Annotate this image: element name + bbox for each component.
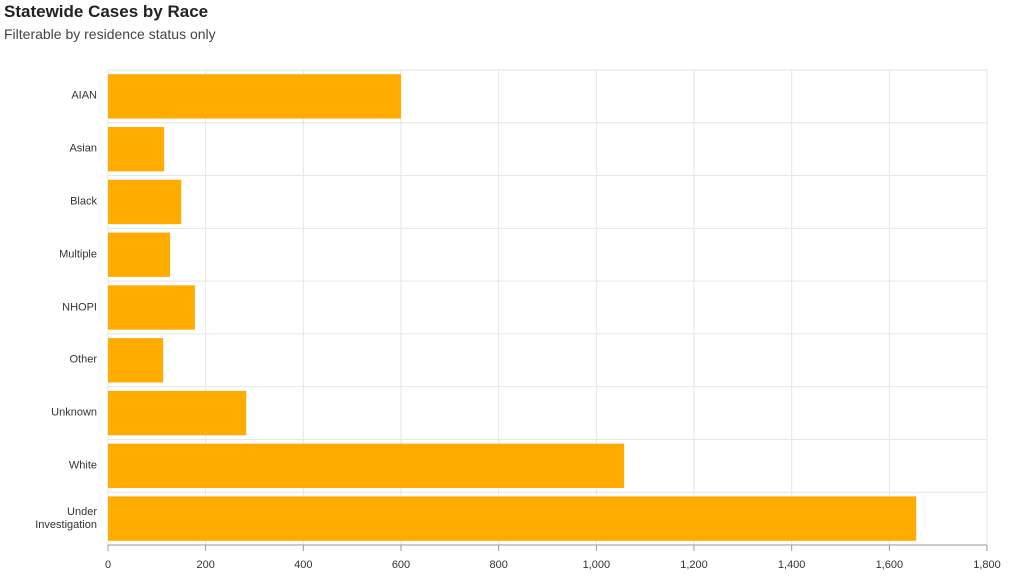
- y-tick-label: Unknown: [51, 406, 97, 419]
- y-tick-label: Asian: [69, 142, 97, 155]
- x-tick-label: 200: [196, 559, 214, 571]
- x-tick-label: 600: [392, 559, 410, 571]
- bar: [108, 496, 917, 541]
- bar: [108, 232, 171, 277]
- x-tick-label: 1,200: [680, 559, 708, 571]
- x-tick-label: 0: [105, 559, 111, 571]
- bar: [108, 390, 247, 436]
- x-tick-label: 400: [294, 559, 312, 571]
- bar: [108, 338, 164, 383]
- bar: [108, 179, 182, 225]
- y-tick-label: Multiple: [59, 248, 97, 261]
- y-tick-label: Other: [69, 353, 97, 366]
- chart-subtitle: Filterable by residence status only: [4, 26, 216, 42]
- x-tick-label: 1,600: [876, 559, 904, 571]
- bar: [108, 285, 195, 330]
- x-tick-label: 1,400: [778, 559, 806, 571]
- bar: [108, 127, 165, 172]
- bar: [108, 74, 401, 119]
- y-tick-label: NHOPI: [62, 301, 97, 313]
- x-tick-label: 1,800: [973, 559, 1001, 571]
- y-tick-label: Black: [70, 195, 97, 208]
- x-tick-label: 1,000: [583, 559, 611, 571]
- chart-title: Statewide Cases by Race: [4, 2, 209, 21]
- y-tick-label: White: [68, 459, 97, 472]
- x-tick-label: 800: [489, 559, 507, 571]
- y-tick-label: Under Investigation: [35, 505, 97, 531]
- y-tick-label: AIAN: [71, 89, 97, 102]
- bar: [108, 443, 625, 488]
